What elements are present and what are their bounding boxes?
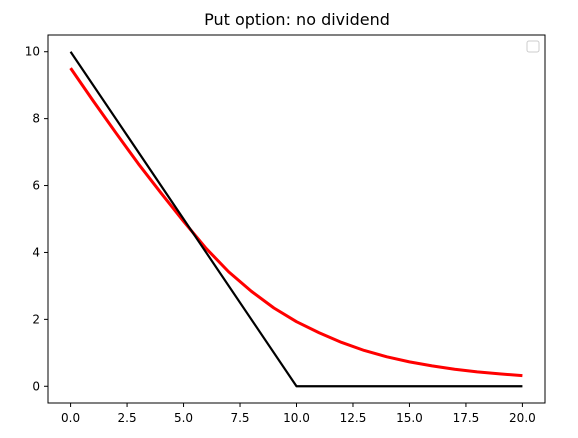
y-axis: 0 2 4 6 8 10 [25, 45, 48, 393]
series-line-2 [69, 51, 523, 388]
legend-box [526, 40, 540, 53]
y-tick-label: 0 [32, 379, 40, 393]
x-tick-label: 17.5 [453, 411, 480, 425]
x-tick-label: 0.0 [61, 411, 80, 425]
x-tick-label: 12.5 [340, 411, 367, 425]
legend [526, 40, 540, 53]
y-tick-label: 2 [32, 312, 40, 326]
y-tick-label: 6 [32, 179, 40, 193]
plot-frame [47, 34, 546, 404]
x-tick-label: 7.5 [230, 411, 249, 425]
x-tick-label: 20.0 [509, 411, 536, 425]
x-tick-label: 2.5 [118, 411, 137, 425]
x-tick-label: 10.0 [283, 411, 310, 425]
series-line-1 [69, 67, 523, 378]
x-axis: 0.0 2.5 5.0 7.5 10.0 12.5 15.0 17.5 20.0 [61, 403, 536, 425]
y-tick-label: 4 [32, 245, 40, 259]
chart-title: Put option: no dividend [204, 10, 390, 29]
plot-content [69, 51, 523, 388]
y-tick-label: 10 [25, 45, 40, 59]
y-tick-label: 8 [32, 112, 40, 126]
x-tick-label: 5.0 [174, 411, 193, 425]
x-tick-label: 15.0 [396, 411, 423, 425]
